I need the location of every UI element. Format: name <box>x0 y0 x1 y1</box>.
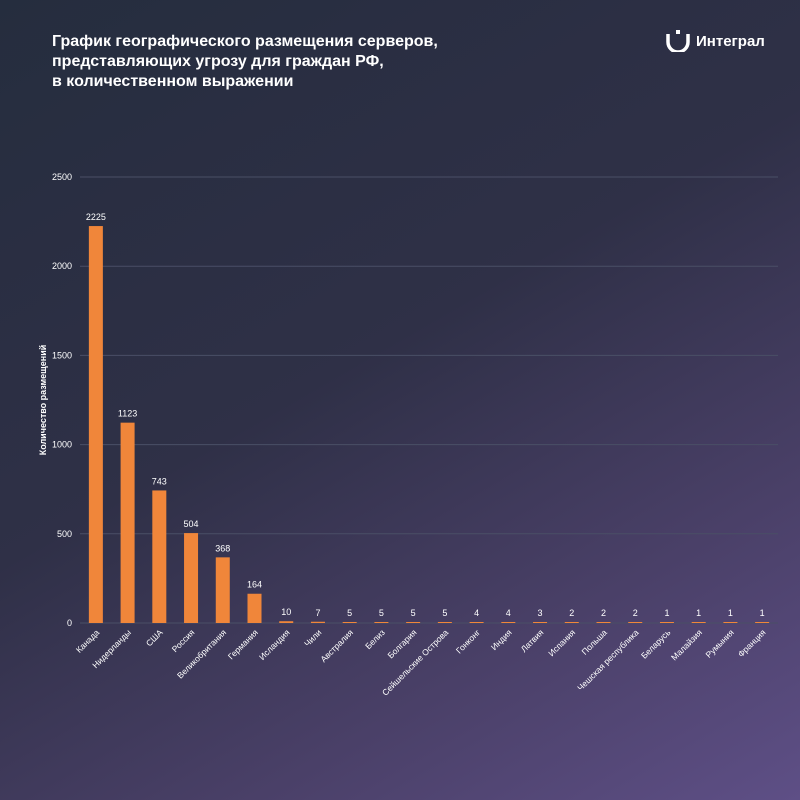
data-label: 5 <box>411 608 416 618</box>
x-tick-label: Канада <box>74 627 102 655</box>
bar <box>152 490 167 623</box>
bar <box>279 621 294 623</box>
data-label: 2 <box>633 608 638 618</box>
brand-name: Интеграл <box>696 32 765 50</box>
data-label: 1 <box>696 608 701 618</box>
x-tick-label: Исландия <box>257 627 292 662</box>
bar <box>310 621 325 623</box>
data-label: 3 <box>538 608 543 618</box>
y-tick-label: 2500 <box>52 172 72 182</box>
bar <box>406 622 421 623</box>
x-tick-label: Франция <box>736 627 768 659</box>
bar <box>501 622 516 623</box>
data-label: 5 <box>379 608 384 618</box>
bar <box>120 422 135 623</box>
y-tick-label: 1500 <box>52 350 72 360</box>
x-tick-label: Латвия <box>519 627 546 654</box>
bar <box>374 622 389 623</box>
y-tick-label: 500 <box>57 529 72 539</box>
x-tick-label: Россия <box>170 627 197 654</box>
chart-title-line-1: График географического размещения сервер… <box>52 33 438 50</box>
integral-logo-icon <box>666 30 690 52</box>
bar <box>691 622 706 623</box>
data-label: 1 <box>760 608 765 618</box>
data-label: 504 <box>184 519 199 529</box>
x-tick-label: Чили <box>302 627 323 648</box>
bar <box>342 622 357 623</box>
y-axis-label: Количество размещений <box>38 345 48 456</box>
x-tick-label: Белиз <box>363 627 387 651</box>
bar <box>247 593 262 623</box>
bar <box>533 622 548 623</box>
data-label: 743 <box>152 476 167 486</box>
y-tick-label: 0 <box>67 618 72 628</box>
bar <box>564 622 579 623</box>
data-label: 368 <box>215 543 230 553</box>
data-label: 5 <box>442 608 447 618</box>
data-label: 10 <box>281 607 291 617</box>
x-tick-label: Беларусь <box>639 627 673 661</box>
x-tick-label: Австралия <box>318 627 355 664</box>
data-label: 2 <box>569 608 574 618</box>
bar <box>184 533 199 623</box>
data-label: 7 <box>315 608 320 618</box>
chart-title-line-3: в количественном выражении <box>52 73 294 90</box>
data-label: 2225 <box>86 212 106 222</box>
brand-logo: Интеграл <box>666 30 765 52</box>
x-tick-label: Германия <box>226 627 260 661</box>
bar <box>469 622 484 623</box>
data-label: 4 <box>474 608 479 618</box>
data-label: 1 <box>664 608 669 618</box>
bar <box>596 622 611 623</box>
x-tick-label: Гонконг <box>454 627 482 655</box>
bar <box>88 226 103 623</box>
bar <box>628 622 643 623</box>
bar <box>755 622 770 623</box>
x-tick-label: Индия <box>489 627 514 652</box>
bar <box>215 557 230 623</box>
bar <box>659 622 674 623</box>
chart-title: График географического размещения сервер… <box>52 32 572 92</box>
data-label: 164 <box>247 580 262 590</box>
data-label: 1 <box>728 608 733 618</box>
x-tick-label: Польша <box>580 627 610 657</box>
x-tick-label: Чешская республика <box>575 627 641 693</box>
x-tick-label: США <box>144 627 165 648</box>
y-tick-label: 1000 <box>52 440 72 450</box>
chart-title-line-2: представляющих угрозу для граждан РФ, <box>52 53 384 70</box>
x-tick-label: Малайзия <box>669 627 704 662</box>
x-tick-label: Румыния <box>703 627 736 660</box>
data-label: 2 <box>601 608 606 618</box>
x-tick-label: Испания <box>546 627 577 658</box>
bar <box>723 622 738 623</box>
data-label: 1123 <box>118 409 137 419</box>
data-label: 5 <box>347 608 352 618</box>
bar <box>437 622 452 623</box>
y-tick-label: 2000 <box>52 261 72 271</box>
data-label: 4 <box>506 608 511 618</box>
